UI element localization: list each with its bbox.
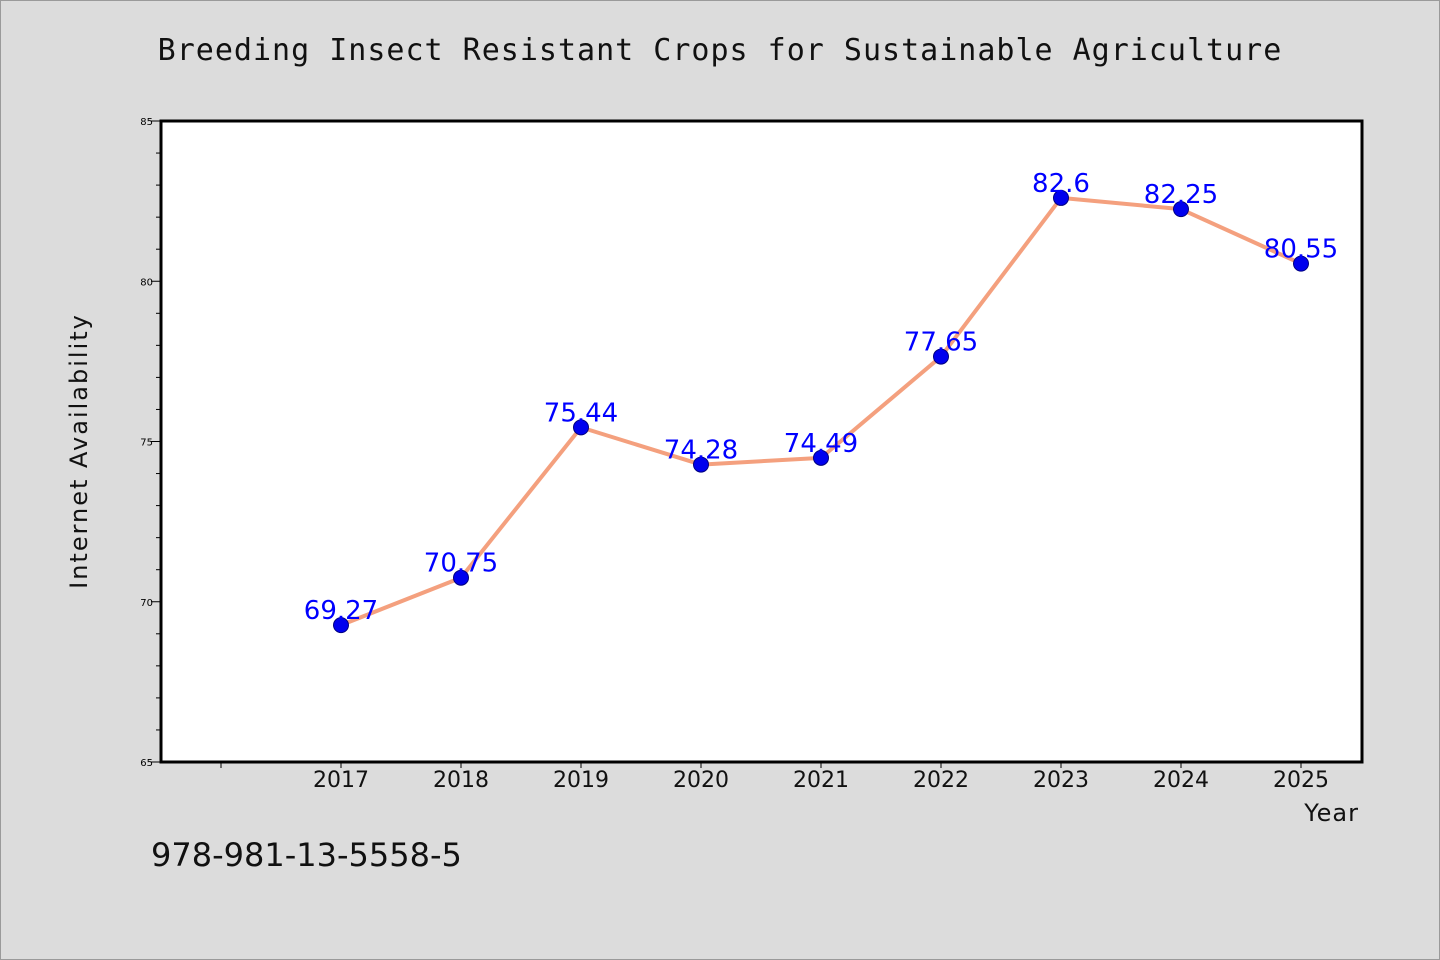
x-axis: 2017 2018 2019 2020 2021 2022 2023 2024 2025 <box>220 762 1329 793</box>
data-point <box>453 569 469 586</box>
data-label: 74.49 <box>784 429 858 459</box>
chart-title: Breeding Insect Resistant Crops for Sust… <box>157 33 1283 68</box>
data-label: 74.28 <box>664 436 738 466</box>
x-tick-label: 2021 <box>793 768 849 793</box>
data-point <box>933 348 949 365</box>
data-label: 77.65 <box>904 328 978 358</box>
data-label: 70.75 <box>424 549 498 579</box>
data-label: 82.6 <box>1032 169 1090 199</box>
y-tick-label: 65 <box>140 758 153 769</box>
x-axis-label: Year <box>1303 799 1359 827</box>
data-label: 80.55 <box>1264 235 1338 265</box>
x-tick-label: 2018 <box>433 768 489 793</box>
y-tick-label: 75 <box>140 438 153 449</box>
y-tick-label: 70 <box>140 598 153 609</box>
x-tick-label: 2020 <box>673 768 729 793</box>
x-tick-label: 2022 <box>913 768 969 793</box>
data-point <box>813 449 829 466</box>
data-label: 69.27 <box>304 596 378 626</box>
data-point <box>573 419 589 436</box>
data-point <box>1293 255 1309 272</box>
x-tick-label: 2019 <box>553 768 609 793</box>
x-tick-label: 2025 <box>1273 768 1329 793</box>
data-point <box>1053 189 1069 206</box>
data-label: 75.44 <box>544 398 618 428</box>
isbn-code: 978-981-13-5558-5 <box>151 836 462 874</box>
y-tick-label: 85 <box>140 117 153 128</box>
x-tick-label: 2024 <box>1153 768 1209 793</box>
y-axis: 65 70 75 80 85 <box>140 117 161 769</box>
data-point <box>333 617 349 634</box>
x-tick-label: 2023 <box>1033 768 1089 793</box>
data-labels: 69.27 70.75 75.44 74.28 74.49 77.65 82.6 82.25 8… <box>304 169 1338 626</box>
data-label: 82.25 <box>1144 180 1218 210</box>
data-point <box>693 456 709 473</box>
y-axis-label: Internet Availability <box>65 313 93 589</box>
plot-area <box>159 119 1364 764</box>
x-tick-label: 2017 <box>313 768 369 793</box>
data-point <box>1173 201 1189 218</box>
y-tick-label: 80 <box>140 277 153 288</box>
data-series <box>333 189 1309 634</box>
